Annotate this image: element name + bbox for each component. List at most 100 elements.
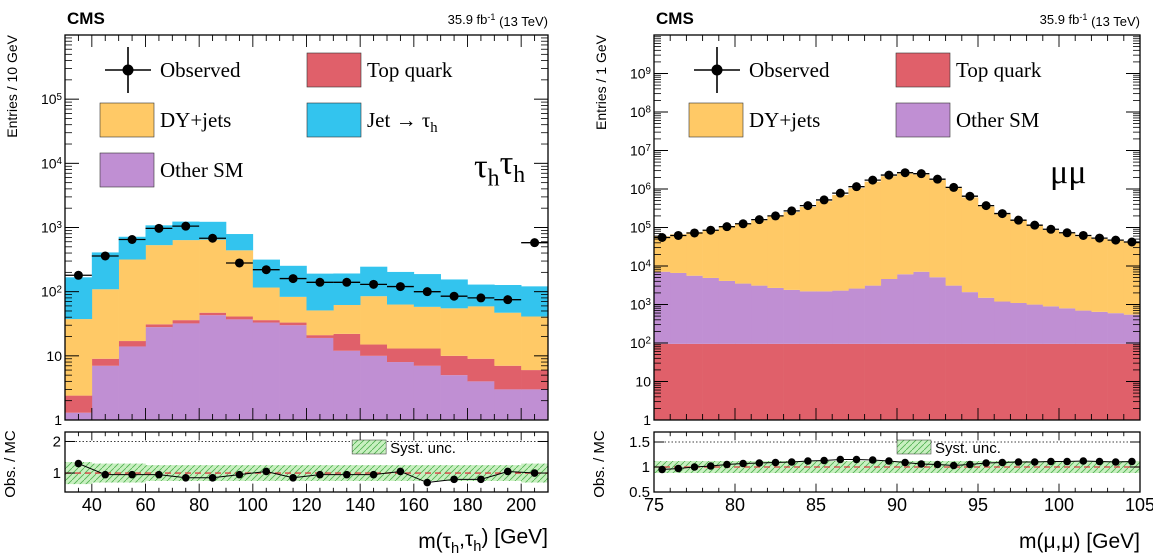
bar-top-quark-bin-1 <box>670 343 687 420</box>
ratio-point-3 <box>706 462 715 470</box>
bar-top-quark-bin-13 <box>864 343 882 420</box>
bar-other-sm-bin-12 <box>848 288 865 344</box>
ratio-point-23 <box>1030 458 1039 466</box>
ratio-point-15 <box>901 458 909 467</box>
label-part: (13 TeV) <box>1087 14 1140 29</box>
bar-dy-jets-bin-16 <box>913 174 930 272</box>
observed-point-13 <box>868 175 878 185</box>
bar-dy-jets-bin-18 <box>945 188 963 286</box>
observed-point-2 <box>127 235 137 245</box>
bar-top-quark-bin-18 <box>945 343 963 420</box>
y-tick-label: 108 <box>630 104 652 120</box>
observed-point-12 <box>395 282 405 292</box>
x-tick-label: 160 <box>399 495 429 515</box>
ratio-point-16 <box>503 467 512 476</box>
bar-other-sm-bin-6 <box>226 319 254 420</box>
ratio-point-14 <box>450 475 458 484</box>
y-axis-title: Entries / 1 GeV <box>593 34 609 130</box>
label-part: 35.9 fb <box>448 12 488 27</box>
bar-top-quark-bin-16 <box>913 343 930 420</box>
bar-dy-jets-bin-23 <box>1026 225 1044 305</box>
ratio-y-tick-label: 1.5 <box>629 434 650 451</box>
legend-item: Other SM <box>895 102 1040 138</box>
bar-dy-jets-bin-24 <box>1042 230 1060 307</box>
ratio-point-4 <box>723 460 731 469</box>
bar-dy-jets-bin-13 <box>864 181 882 286</box>
bar-top-quark-bin-17 <box>521 370 549 390</box>
ratio-point-3 <box>155 470 163 479</box>
ratio-point-8 <box>787 458 796 466</box>
y-tick-label: 10 <box>46 348 62 364</box>
legend-label: Other SM <box>956 108 1040 132</box>
bar-top-quark-bin-12 <box>387 348 415 363</box>
bar-jet-h-bin-2 <box>118 236 146 260</box>
bar-top-quark-bin-10 <box>816 343 833 420</box>
bar-dy-jets-bin-5 <box>199 239 227 313</box>
bar-other-sm-bin-6 <box>751 285 768 344</box>
observed-point-5 <box>738 219 748 229</box>
ratio-y-tick-label: 2 <box>53 433 61 450</box>
bar-dy-jets-bin-0 <box>65 319 93 396</box>
legend-label: Top quark <box>956 58 1042 82</box>
bar-other-sm-bin-20 <box>978 297 995 344</box>
observed-point-4 <box>722 222 732 232</box>
observed-point-16 <box>503 295 513 305</box>
bar-dy-jets-bin-14 <box>880 176 898 280</box>
bar-other-sm-bin-24 <box>1042 306 1060 344</box>
x-tick-label: 120 <box>291 495 321 515</box>
ratio-frame <box>653 431 1141 493</box>
ratio-y-tick-label: 1 <box>642 459 650 476</box>
ratio-point-4 <box>181 473 190 482</box>
ratio-point-10 <box>342 470 351 479</box>
ratio-point-22 <box>1014 458 1023 466</box>
label-part: h <box>473 539 481 554</box>
legend: Observed Top quark DY+jets Jet → τh Other SM <box>99 47 453 188</box>
ratio-point-13 <box>868 456 877 464</box>
observed-point-22 <box>1014 215 1023 225</box>
bar-dy-jets-bin-14 <box>440 308 468 356</box>
bar-dy-jets-bin-12 <box>387 304 415 349</box>
bar-other-sm-bin-12 <box>387 362 415 420</box>
observed-point-29 <box>1127 237 1137 247</box>
bar-top-quark-bin-4 <box>718 343 736 420</box>
bar-other-sm-bin-8 <box>279 325 307 420</box>
observed-point-7 <box>261 265 271 275</box>
observed-point-3 <box>154 223 164 233</box>
observed-point-15 <box>900 168 910 178</box>
observed-point-25 <box>1062 228 1072 238</box>
label-part: m(μ,μ) [GeV] <box>1019 530 1140 553</box>
bar-other-sm-bin-5 <box>199 315 227 420</box>
legend: Observed Top quark DY+jets Other SM <box>688 47 1042 138</box>
ratio-point-14 <box>885 457 893 465</box>
bar-top-quark-bin-14 <box>880 343 898 420</box>
bar-other-sm-bin-19 <box>961 292 979 344</box>
experiment-label: CMS <box>67 9 105 28</box>
ratio-point-20 <box>982 459 990 467</box>
observed-point-2 <box>690 228 699 238</box>
ratio-point-2 <box>128 470 136 479</box>
ratio-point-29 <box>1128 457 1136 466</box>
y-tick-label: 103 <box>41 220 63 236</box>
y-tick-label: 106 <box>630 181 652 197</box>
bar-dy-jets-bin-12 <box>848 188 865 289</box>
legend-swatch <box>99 152 155 188</box>
legend-item: Observed <box>105 47 241 93</box>
label-part: 5 <box>646 220 652 231</box>
legend-label: Top quark <box>367 58 453 82</box>
legend-item: DY+jets <box>99 102 231 138</box>
legend-item: Top quark <box>895 52 1042 88</box>
bar-dy-jets-bin-9 <box>306 310 334 336</box>
label-part: 2 <box>57 284 62 295</box>
bar-jet-h-bin-5 <box>199 221 227 240</box>
bar-other-sm-bin-11 <box>360 355 388 420</box>
x-tick-label: 180 <box>452 495 482 515</box>
bar-top-quark-bin-3 <box>145 324 173 328</box>
bar-top-quark-bin-28 <box>1107 343 1125 420</box>
observed-point-7 <box>771 211 780 221</box>
label-part: 10 <box>630 181 646 197</box>
observed-point-28 <box>1111 235 1121 245</box>
bar-dy-jets-bin-4 <box>718 227 736 281</box>
bar-dy-jets-bin-0 <box>654 236 671 272</box>
bar-dy-jets-bin-20 <box>978 206 995 298</box>
